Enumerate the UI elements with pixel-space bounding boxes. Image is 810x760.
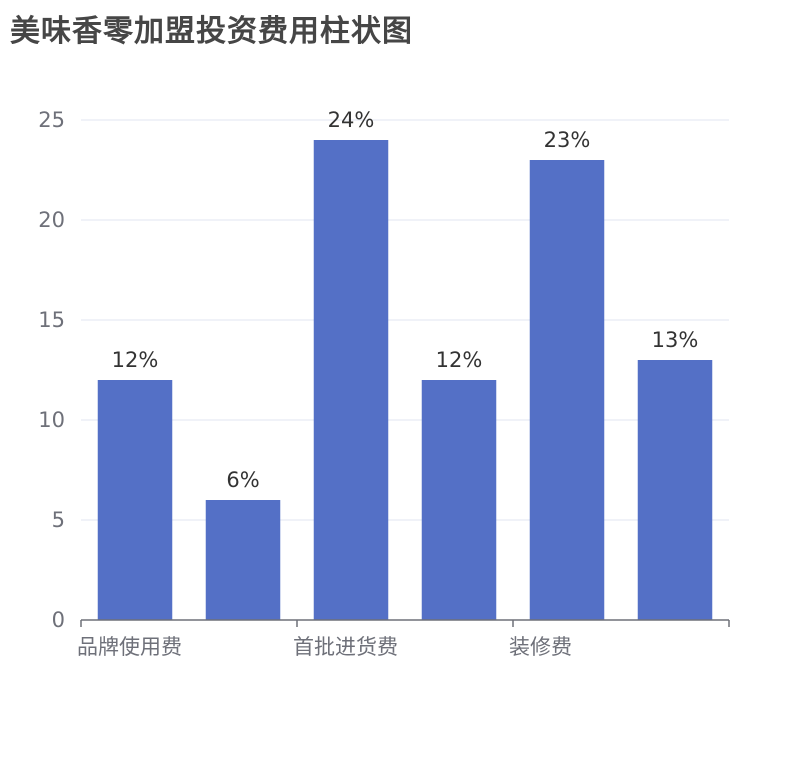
- x-category-label: 品牌使用费: [77, 635, 182, 659]
- y-tick-label: 5: [52, 508, 65, 532]
- y-tick-label: 25: [38, 108, 65, 132]
- y-tick-label: 20: [38, 208, 65, 232]
- y-tick-label: 10: [38, 408, 65, 432]
- chart-title: 美味香零加盟投资费用柱状图: [10, 14, 413, 49]
- bar-data-label: 23%: [544, 128, 591, 152]
- y-tick-label: 0: [52, 608, 65, 632]
- bar: [97, 380, 173, 620]
- bar: [421, 380, 497, 620]
- y-tick-label: 15: [38, 308, 65, 332]
- bar: [637, 360, 713, 620]
- bar: [205, 500, 281, 620]
- x-category-label: 首批进货费: [293, 635, 398, 659]
- bar-data-label: 12%: [436, 348, 483, 372]
- bar-data-label: 6%: [226, 468, 259, 492]
- bar: [313, 140, 389, 620]
- bar-data-label: 24%: [328, 108, 375, 132]
- x-category-label: 装修费: [509, 635, 572, 659]
- bar-data-label: 13%: [652, 328, 699, 352]
- bar-data-label: 12%: [112, 348, 159, 372]
- bar: [529, 160, 605, 620]
